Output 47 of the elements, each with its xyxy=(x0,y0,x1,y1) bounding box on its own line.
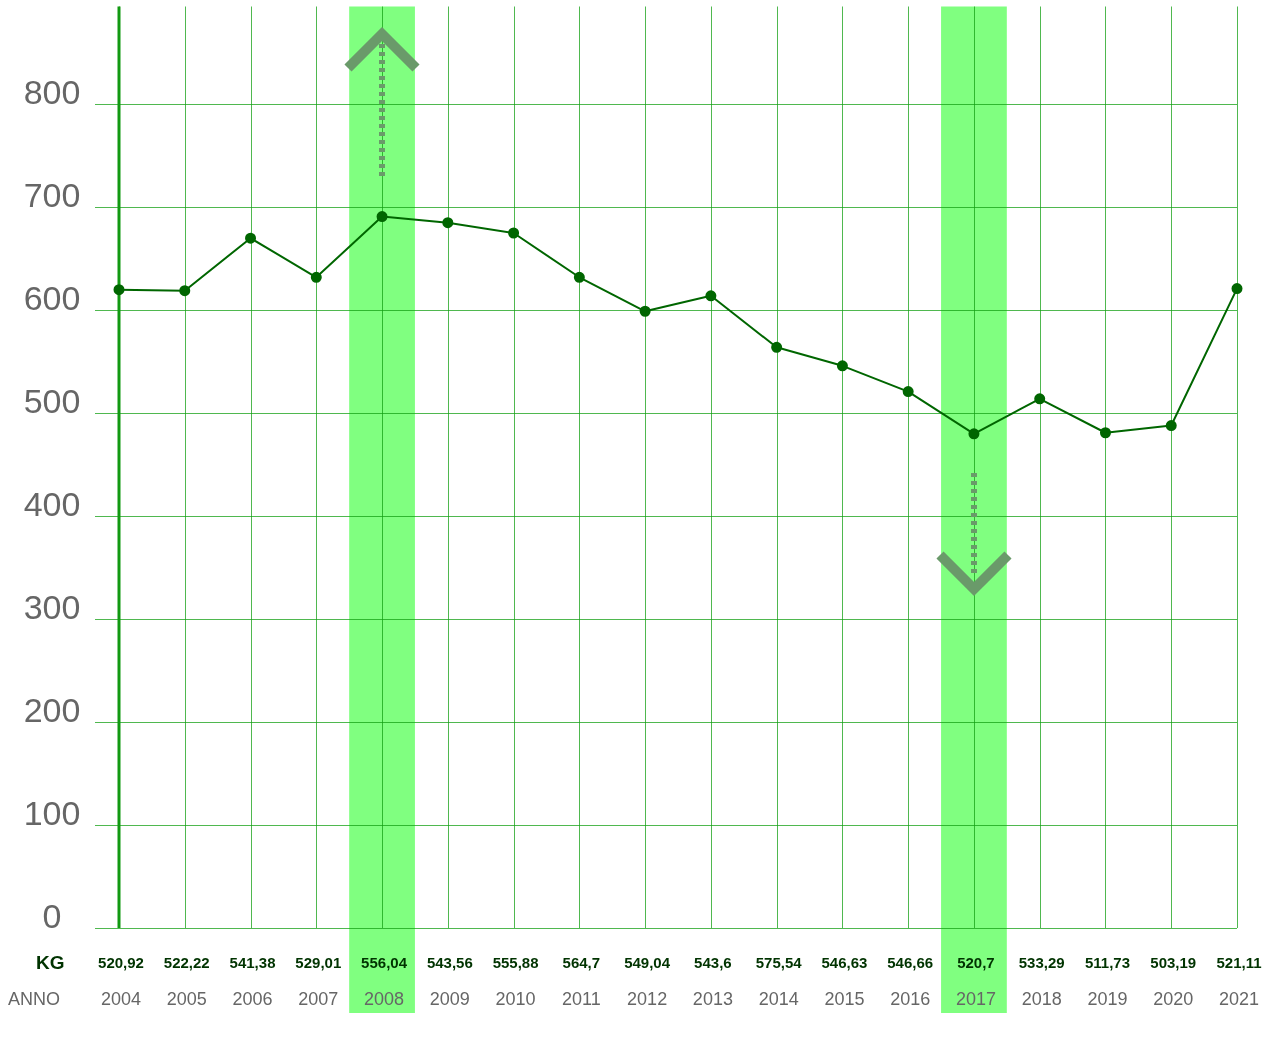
text: 522,22 xyxy=(163,954,210,971)
x-tick-label: 2018 xyxy=(1021,989,1062,1009)
x-tick-label: 2016 xyxy=(890,989,931,1009)
x-axis-title: ANNO xyxy=(8,989,61,1009)
x-tick-label: 2008 xyxy=(364,989,405,1009)
x-tick-label: 2014 xyxy=(758,989,799,1009)
y-axis-title: KG xyxy=(36,952,65,973)
x-tick-label: 2020 xyxy=(1153,989,1194,1009)
x-tick-label: 2021 xyxy=(1218,989,1260,1009)
y-tick-label: 300 xyxy=(23,588,81,627)
text: 546,63 xyxy=(821,954,868,971)
x-tick-label: 2006 xyxy=(232,989,273,1009)
y-tick-label: 0 xyxy=(42,897,62,935)
text: 564,7 xyxy=(562,954,601,971)
text: 520,92 xyxy=(98,954,144,971)
x-tick-label: 2015 xyxy=(824,989,865,1009)
x-tick-label: 2009 xyxy=(429,989,470,1009)
text: 541,38 xyxy=(229,954,276,971)
y-tick-label: 500 xyxy=(23,382,81,421)
x-tick-label: 2011 xyxy=(561,989,601,1009)
text: 520,7 xyxy=(957,954,995,971)
x-tick-label: 2019 xyxy=(1087,989,1128,1009)
text: 575,54 xyxy=(755,954,803,971)
text: 511,73 xyxy=(1084,954,1130,971)
y-tick-label: 800 xyxy=(23,73,81,112)
x-tick-label: 2012 xyxy=(627,989,668,1009)
text: 555,88 xyxy=(492,954,539,971)
x-tick-label: 2010 xyxy=(495,989,536,1009)
y-tick-label: 700 xyxy=(23,176,81,215)
y-tick-label: 600 xyxy=(23,279,81,318)
text: 546,66 xyxy=(887,954,934,971)
text: 529,01 xyxy=(295,954,342,971)
text: 503,19 xyxy=(1150,954,1197,971)
text: 543,6 xyxy=(694,954,732,971)
y-tick-label: 100 xyxy=(23,794,81,833)
text: 543,56 xyxy=(426,954,473,971)
text: 556,04 xyxy=(361,954,408,971)
y-tick-label: 400 xyxy=(23,485,81,524)
y-tick-label: 200 xyxy=(23,691,81,730)
x-tick-label: 2013 xyxy=(692,989,733,1009)
text: 521,11 xyxy=(1216,954,1262,971)
x-tick-label: 2004 xyxy=(100,989,142,1009)
x-tick-label: 2005 xyxy=(166,989,207,1009)
x-tick-label: 2007 xyxy=(298,989,339,1009)
x-tick-label: 2017 xyxy=(955,989,996,1009)
text: 549,04 xyxy=(624,954,671,971)
text: 533,29 xyxy=(1018,954,1065,971)
